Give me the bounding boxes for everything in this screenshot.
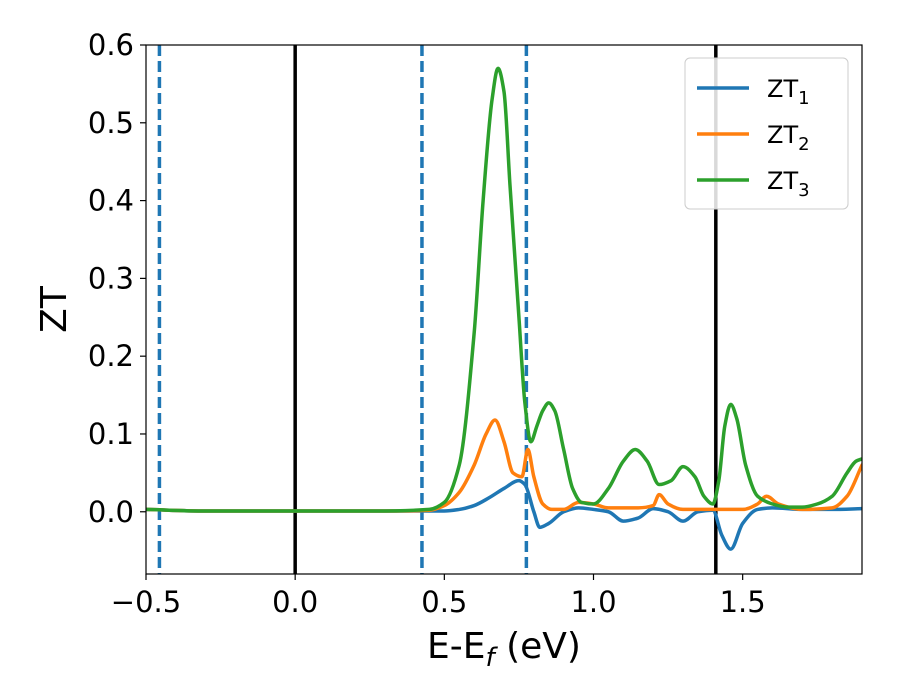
x-axis-title-main: E-E — [427, 626, 485, 667]
legend-label-zt1: ZT1 — [767, 75, 810, 109]
legend-label-main: ZT — [767, 121, 798, 149]
vertical-lines — [157, 45, 718, 574]
y-axis-title: ZT — [34, 285, 75, 333]
legend-label-sub: 3 — [798, 180, 809, 201]
legend-label-main: ZT — [767, 167, 798, 195]
x-axis-ticks: −0.5 0.0 0.5 1.0 1.5 — [111, 574, 766, 619]
y-tick-label: 0.0 — [88, 495, 134, 529]
x-tick-label: 0.0 — [272, 585, 318, 619]
series-line-zt2 — [146, 418, 862, 513]
legend-label-sub: 1 — [798, 88, 809, 109]
x-tick-label: 1.5 — [720, 585, 766, 619]
y-tick-label: 0.2 — [88, 339, 134, 373]
legend-label-main: ZT — [767, 75, 798, 103]
series-line-zt3 — [146, 66, 862, 513]
x-axis-title: E-Ef (eV) — [427, 626, 581, 673]
y-axis-ticks: 0.0 0.1 0.2 0.3 0.4 0.5 0.6 — [88, 28, 146, 529]
legend-label-sub: 2 — [798, 134, 809, 155]
y-tick-label: 0.6 — [88, 28, 134, 62]
x-tick-label: 0.5 — [421, 585, 467, 619]
legend-label-zt3: ZT3 — [767, 167, 810, 201]
y-tick-label: 0.1 — [88, 417, 134, 451]
legend-box — [684, 57, 849, 210]
plot-frame — [145, 44, 863, 575]
y-tick-label: 0.4 — [88, 184, 134, 218]
series-lines — [146, 66, 862, 551]
y-tick-label: 0.5 — [88, 106, 134, 140]
series-line-zt1 — [146, 478, 862, 551]
x-tick-label: −0.5 — [111, 585, 181, 619]
y-tick-label: 0.3 — [88, 261, 134, 295]
x-axis-title-unit: (eV) — [495, 626, 581, 667]
legend-label-zt2: ZT2 — [767, 121, 810, 155]
x-tick-label: 1.0 — [570, 585, 616, 619]
